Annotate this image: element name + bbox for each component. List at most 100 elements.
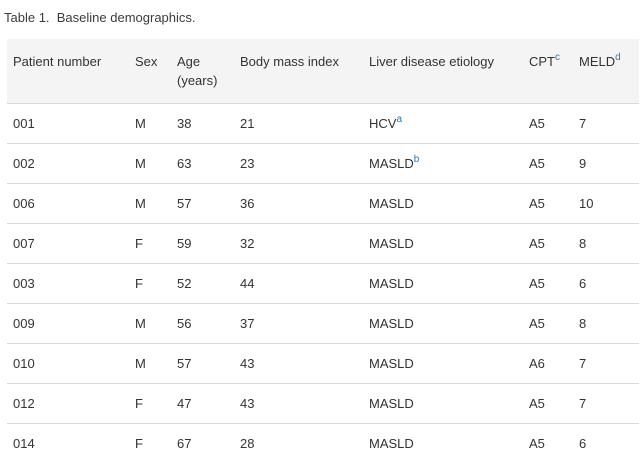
cell-age: 56 <box>177 303 240 344</box>
cell-value: MASLD <box>369 356 414 371</box>
cell-meld: 9 <box>579 143 639 184</box>
cell-value: 006 <box>13 196 35 211</box>
cell-cpt: A5 <box>529 143 579 184</box>
table-row: 009 M 56 37 MASLD A5 8 <box>7 303 639 344</box>
column-header-label: Body mass index <box>240 54 339 69</box>
cell-value: 37 <box>240 316 255 331</box>
cell-etiology: MASLD <box>369 263 529 304</box>
cell-value: 8 <box>579 236 587 251</box>
cell-meld: 10 <box>579 183 639 224</box>
cell-value: 10 <box>579 196 594 211</box>
cell-sex: M <box>135 183 177 224</box>
cell-etiology: MASLD <box>369 343 529 384</box>
table-row: 002 M 63 23 MASLDb A5 9 <box>7 143 639 184</box>
cell-age: 59 <box>177 223 240 264</box>
cell-meld: 8 <box>579 223 639 264</box>
cell-value: M <box>135 196 146 211</box>
cell-patient: 001 <box>7 103 135 144</box>
cell-cpt: A5 <box>529 303 579 344</box>
cell-bmi: 43 <box>240 383 369 424</box>
table-row: 003 F 52 44 MASLD A5 6 <box>7 263 639 304</box>
cell-etiology: HCVa <box>369 103 529 144</box>
cell-etiology: MASLD <box>369 423 529 462</box>
cell-value: M <box>135 156 146 171</box>
cell-cpt: A5 <box>529 263 579 304</box>
table-row: 006 M 57 36 MASLD A5 10 <box>7 183 639 224</box>
column-header-label: Sex <box>135 54 158 69</box>
cell-value: 6 <box>579 436 587 451</box>
cell-value: 002 <box>13 156 35 171</box>
cell-value: 57 <box>177 356 192 371</box>
cell-value: 8 <box>579 316 587 331</box>
column-header-meld: MELDd <box>579 39 639 104</box>
cell-value: 63 <box>177 156 192 171</box>
cell-age: 47 <box>177 383 240 424</box>
cell-value: MASLD <box>369 436 414 451</box>
cell-value: A5 <box>529 316 545 331</box>
cell-value: F <box>135 236 143 251</box>
cell-value: 7 <box>579 396 587 411</box>
cell-value: 28 <box>240 436 255 451</box>
cell-value: MASLD <box>369 396 414 411</box>
cell-meld: 7 <box>579 103 639 144</box>
column-header-label: MELD <box>579 54 616 69</box>
footnote-marker: c <box>555 51 560 63</box>
cell-cpt: A5 <box>529 183 579 224</box>
cell-value: 6 <box>579 276 587 291</box>
cell-value: 7 <box>579 116 587 131</box>
cell-age: 57 <box>177 183 240 224</box>
cell-cpt: A5 <box>529 423 579 462</box>
cell-age: 63 <box>177 143 240 184</box>
cell-bmi: 23 <box>240 143 369 184</box>
cell-cpt: A5 <box>529 223 579 264</box>
cell-value: MASLD <box>369 236 414 251</box>
cell-value: 44 <box>240 276 255 291</box>
cell-value: A5 <box>529 396 545 411</box>
cell-etiology: MASLD <box>369 183 529 224</box>
cell-value: 009 <box>13 316 35 331</box>
cell-meld: 6 <box>579 423 639 462</box>
cell-value: M <box>135 116 146 131</box>
table-caption: Table 1. Baseline demographics. <box>4 10 196 25</box>
cell-bmi: 28 <box>240 423 369 462</box>
cell-meld: 8 <box>579 303 639 344</box>
cell-age: 67 <box>177 423 240 462</box>
cell-value: A5 <box>529 116 545 131</box>
cell-cpt: A6 <box>529 343 579 384</box>
cell-value: A5 <box>529 236 545 251</box>
column-header-label: Liver disease etiology <box>369 54 495 69</box>
footnote-marker: d <box>615 51 621 63</box>
cell-sex: M <box>135 303 177 344</box>
cell-value: 56 <box>177 316 192 331</box>
cell-value: 67 <box>177 436 192 451</box>
cell-bmi: 43 <box>240 343 369 384</box>
cell-age: 52 <box>177 263 240 304</box>
cell-value: 57 <box>177 196 192 211</box>
table-row: 010 M 57 43 MASLD A6 7 <box>7 343 639 384</box>
cell-value: 32 <box>240 236 255 251</box>
cell-value: A5 <box>529 156 545 171</box>
cell-value: 001 <box>13 116 35 131</box>
column-header-cpt: CPTc <box>529 39 579 104</box>
column-header-age: Age (years) <box>177 39 240 104</box>
cell-value: 007 <box>13 236 35 251</box>
cell-sex: M <box>135 103 177 144</box>
column-header-label: Patient number <box>13 54 102 69</box>
cell-value: A5 <box>529 436 545 451</box>
cell-value: 52 <box>177 276 192 291</box>
cell-value: A6 <box>529 356 545 371</box>
cell-value: A5 <box>529 196 545 211</box>
cell-value: 21 <box>240 116 255 131</box>
column-header-patient: Patient number <box>7 39 135 104</box>
cell-bmi: 37 <box>240 303 369 344</box>
cell-sex: M <box>135 343 177 384</box>
cell-value: 014 <box>13 436 35 451</box>
cell-value: 012 <box>13 396 35 411</box>
cell-etiology: MASLD <box>369 383 529 424</box>
cell-value: 43 <box>240 396 255 411</box>
cell-patient: 003 <box>7 263 135 304</box>
cell-value: MASLD <box>369 156 414 171</box>
column-header-etiology: Liver disease etiology <box>369 39 529 104</box>
footnote-marker: a <box>396 113 403 125</box>
cell-bmi: 44 <box>240 263 369 304</box>
